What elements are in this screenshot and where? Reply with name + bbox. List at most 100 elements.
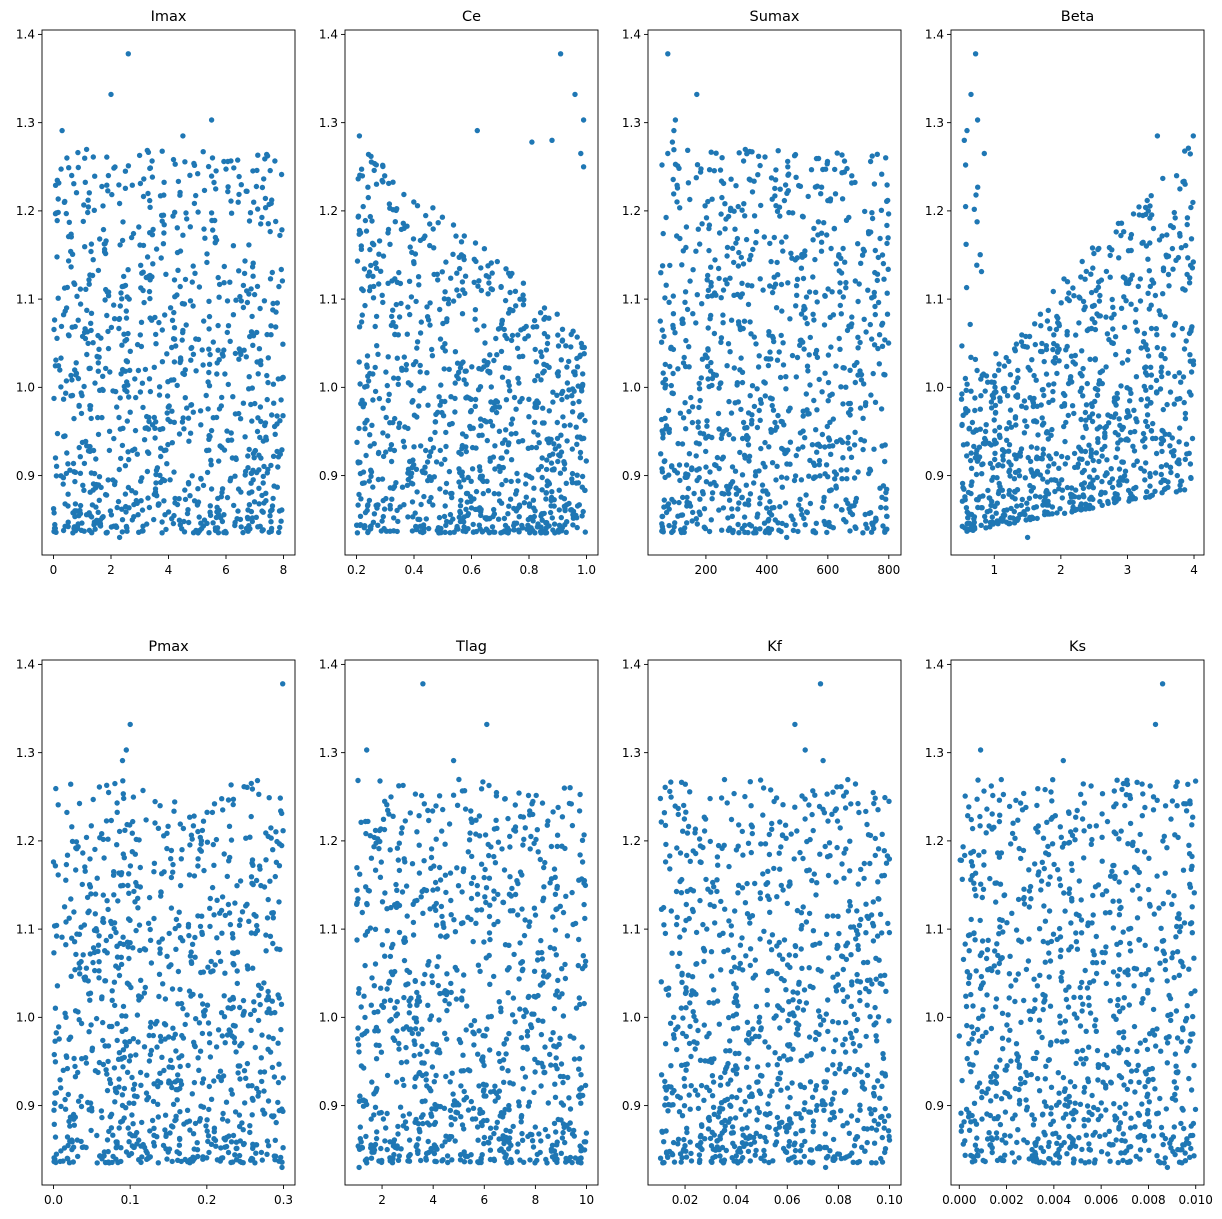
axes-frame <box>950 29 1205 556</box>
y-tick-label: 1.3 <box>16 746 35 760</box>
y-tick-label: 1.3 <box>925 116 944 130</box>
notable-point <box>116 534 123 541</box>
y-axis: 0.9 1.0 1.1 1.2 1.3 1.4 <box>925 658 951 1113</box>
y-tick-label: 1.1 <box>319 292 338 306</box>
y-tick-label: 0.9 <box>319 1099 338 1113</box>
x-tick-label: 0.06 <box>774 1193 801 1207</box>
x-tick-label: 0.008 <box>1131 1193 1165 1207</box>
y-tick-label: 0.9 <box>925 469 944 483</box>
notable-point <box>968 91 974 98</box>
scatter-points <box>958 51 1197 541</box>
x-tick-label: 0 <box>50 563 58 577</box>
notable-point <box>549 137 555 143</box>
x-tick-label: 0.2 <box>347 563 366 577</box>
y-tick-label: 1.4 <box>16 658 35 672</box>
x-axis: 0 2 4 6 8 <box>50 555 288 577</box>
x-tick-label: 1.0 <box>577 563 596 577</box>
y-tick-label: 1.0 <box>925 381 944 395</box>
x-tick-label: 2 <box>1057 563 1065 577</box>
y-axis: 0.9 1.0 1.1 1.2 1.3 1.4 <box>622 28 648 483</box>
x-tick-label: 0.10 <box>876 1193 903 1207</box>
notable-point <box>59 127 65 134</box>
subplot-imax: Imax 0.9 1.0 1.1 1.2 1.3 1.4 0 2 4 6 8 <box>16 9 296 577</box>
y-tick-label: 1.2 <box>319 204 338 218</box>
notable-point <box>1190 133 1197 139</box>
y-tick-label: 0.9 <box>319 469 338 483</box>
y-tick-label: 1.4 <box>16 28 35 42</box>
notable-point <box>1152 721 1159 728</box>
axes-frame <box>647 659 902 1186</box>
y-tick-label: 1.4 <box>319 658 338 672</box>
subplot-title: Kf <box>767 639 783 655</box>
notable-point <box>578 150 584 157</box>
y-tick-label: 1.0 <box>925 1011 944 1025</box>
x-tick-label: 8 <box>532 1193 540 1207</box>
y-tick-label: 0.9 <box>622 1099 641 1113</box>
notable-point <box>981 150 987 157</box>
y-tick-label: 1.2 <box>622 834 641 848</box>
notable-point <box>280 681 286 687</box>
notable-point <box>1060 757 1067 764</box>
x-tick-label: 0.0 <box>44 1193 63 1207</box>
notable-point <box>484 721 490 728</box>
notable-point <box>802 747 808 753</box>
subplot-sumax: Sumax 0.9 1.0 1.1 1.2 1.3 1.4 200 400 600 800 <box>622 9 902 577</box>
x-tick-label: 8 <box>280 563 288 577</box>
y-tick-label: 1.1 <box>622 292 641 306</box>
subplot-ks: Ks 0.9 1.0 1.1 1.2 1.3 1.4 0.000 0.002 0.004 0.006… <box>925 639 1213 1207</box>
y-tick-label: 1.0 <box>16 381 35 395</box>
y-tick-label: 0.9 <box>16 1099 35 1113</box>
x-tick-label: 10 <box>579 1193 594 1207</box>
y-axis: 0.9 1.0 1.1 1.2 1.3 1.4 <box>319 658 345 1113</box>
axes-frame <box>344 659 599 1186</box>
notable-point <box>364 747 370 753</box>
notable-point <box>1154 133 1161 139</box>
subplot-title: Ce <box>462 9 481 25</box>
x-tick-label: 0.2 <box>197 1193 216 1207</box>
y-tick-label: 1.3 <box>622 746 641 760</box>
notable-point <box>356 1164 362 1171</box>
scatter-points <box>657 681 893 1171</box>
y-tick-label: 1.2 <box>622 204 641 218</box>
notable-point <box>784 534 790 541</box>
x-tick-label: 4 <box>165 563 173 577</box>
axes-frame <box>647 29 902 556</box>
notable-point <box>580 164 587 170</box>
notable-point <box>1024 534 1031 541</box>
y-tick-label: 1.0 <box>622 1011 641 1025</box>
y-tick-label: 1.4 <box>622 28 641 42</box>
y-tick-label: 1.1 <box>622 922 641 936</box>
notable-point <box>964 127 970 134</box>
y-tick-label: 1.2 <box>16 204 35 218</box>
notable-point <box>123 747 129 753</box>
x-tick-label: 0.006 <box>1084 1193 1118 1207</box>
notable-point <box>974 117 981 123</box>
scatter-points <box>956 681 1199 1171</box>
axes-frame <box>41 659 296 1186</box>
x-tick-label: 4 <box>429 1193 437 1207</box>
x-axis: 1 2 3 4 <box>990 555 1198 577</box>
subplot-grid: Imax 0.9 1.0 1.1 1.2 1.3 1.4 0 2 4 6 8 Ce 0.9 1.0 1.1 1.… <box>16 9 1213 1207</box>
notable-point <box>125 51 131 57</box>
notable-point <box>961 137 967 143</box>
y-tick-label: 1.2 <box>925 204 944 218</box>
x-tick-label: 0.8 <box>519 563 538 577</box>
scatter-points <box>354 681 590 1171</box>
notable-point <box>1159 681 1166 687</box>
subplot-title: Ks <box>1069 639 1086 655</box>
y-tick-label: 1.3 <box>622 116 641 130</box>
x-tick-label: 2 <box>107 563 115 577</box>
x-tick-label: 6 <box>480 1193 488 1207</box>
scatter-points <box>50 681 286 1171</box>
subplot-pmax: Pmax 0.9 1.0 1.1 1.2 1.3 1.4 0.0 0.1 0.2 0.3 <box>16 639 296 1207</box>
y-tick-label: 1.3 <box>319 746 338 760</box>
notable-point <box>822 1164 829 1171</box>
notable-point <box>672 117 679 123</box>
y-tick-label: 0.9 <box>622 469 641 483</box>
y-tick-label: 1.1 <box>16 292 35 306</box>
x-tick-label: 0.004 <box>1037 1193 1071 1207</box>
y-tick-label: 1.4 <box>925 28 944 42</box>
notable-point <box>977 747 984 753</box>
y-tick-label: 1.1 <box>16 922 35 936</box>
x-axis: 0.000 0.002 0.004 0.006 0.008 0.010 <box>942 1185 1213 1207</box>
